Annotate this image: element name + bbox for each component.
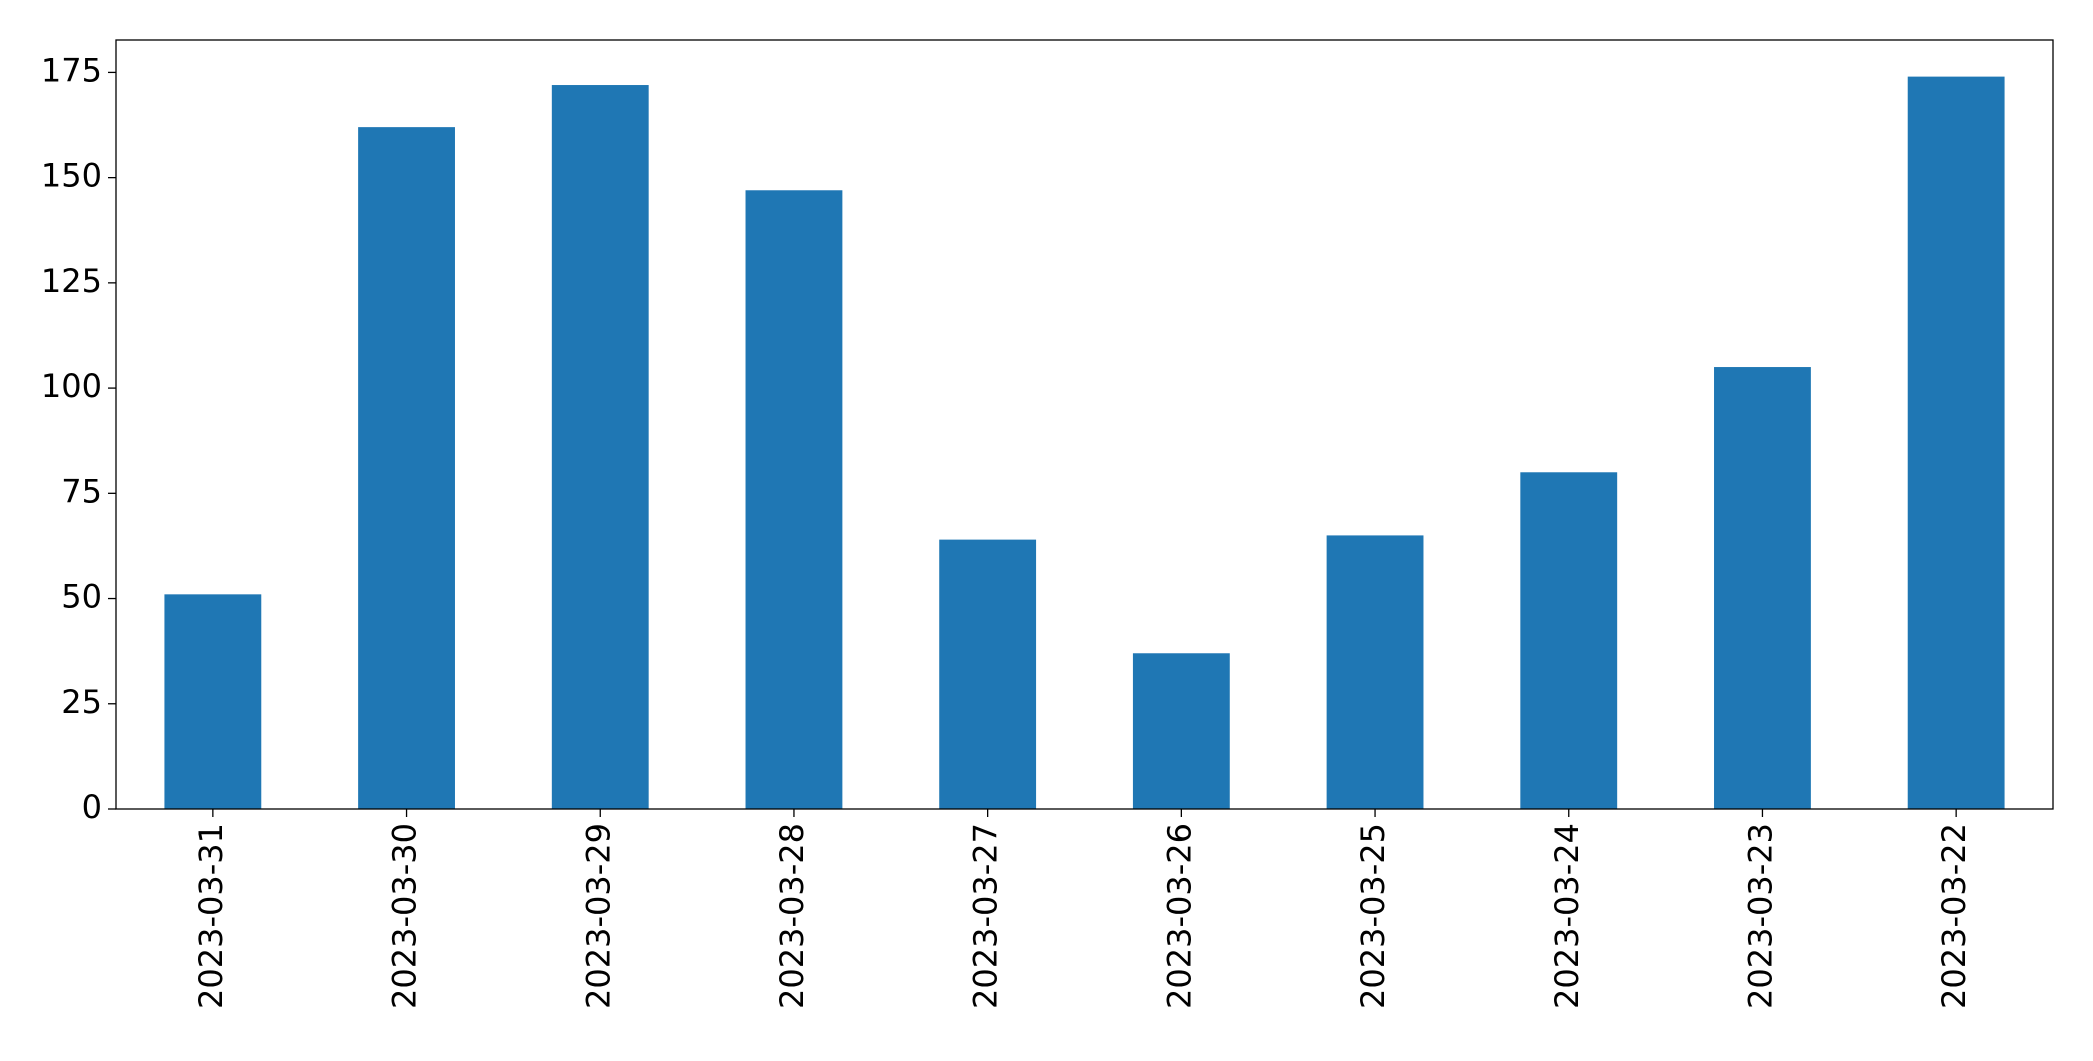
bar bbox=[164, 594, 262, 809]
y-tick-label: 0 bbox=[82, 788, 102, 826]
x-tick-label: 2023-03-30 bbox=[386, 823, 424, 1009]
x-tick-label: 2023-03-25 bbox=[1354, 823, 1392, 1009]
y-tick-label: 125 bbox=[41, 262, 102, 300]
y-tick-label: 175 bbox=[41, 51, 102, 89]
bar bbox=[358, 127, 455, 810]
y-tick-label: 100 bbox=[41, 367, 102, 405]
x-tick-label: 2023-03-27 bbox=[967, 823, 1005, 1009]
y-tick-label: 25 bbox=[61, 683, 102, 721]
x-tick-label: 2023-03-31 bbox=[192, 823, 230, 1009]
bar bbox=[1714, 367, 1811, 809]
x-tick-label: 2023-03-26 bbox=[1160, 823, 1198, 1009]
bar bbox=[1520, 472, 1618, 809]
bar bbox=[1132, 653, 1230, 809]
y-tick-label: 50 bbox=[61, 578, 102, 616]
y-tick-label: 75 bbox=[61, 472, 102, 510]
y-tick-label: 150 bbox=[41, 157, 102, 195]
x-tick-label: 2023-03-22 bbox=[1935, 823, 1973, 1009]
x-tick-label: 2023-03-28 bbox=[773, 823, 811, 1009]
bar bbox=[1326, 535, 1424, 809]
axes-frame bbox=[115, 39, 2054, 810]
bar bbox=[745, 190, 843, 809]
bar bbox=[1907, 76, 2005, 810]
x-tick-label: 2023-03-29 bbox=[579, 823, 617, 1009]
x-tick-label: 2023-03-23 bbox=[1741, 823, 1779, 1009]
bar bbox=[551, 85, 649, 809]
bar bbox=[939, 539, 1037, 809]
x-tick-label: 2023-03-24 bbox=[1548, 823, 1586, 1009]
